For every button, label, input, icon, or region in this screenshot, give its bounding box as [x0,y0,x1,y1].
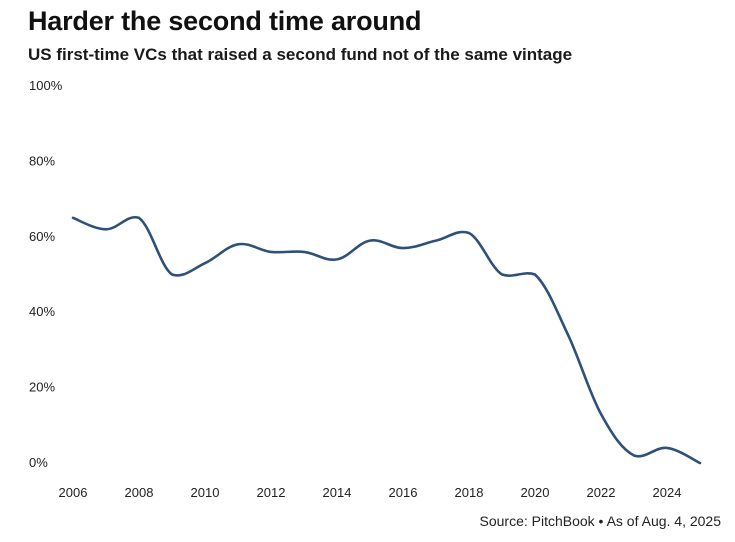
data-point [169,272,175,278]
data-point [103,226,109,232]
y-tick-label: 80% [29,153,55,168]
y-tick-label: 100% [29,78,63,93]
x-tick-label: 2010 [191,485,220,500]
data-point [466,230,472,236]
y-tick-label: 40% [29,304,55,319]
x-tick-label: 2012 [257,485,286,500]
data-point [532,272,538,278]
x-tick-label: 2006 [59,485,88,500]
y-tick-label: 20% [29,380,55,395]
x-tick-label: 2018 [455,485,484,500]
x-tick-label: 2020 [521,485,550,500]
data-point [70,215,76,221]
data-point [400,245,406,251]
data-point [235,241,241,247]
data-point [499,272,505,278]
y-tick-label: 0% [29,455,48,470]
data-point [334,256,340,262]
data-point [631,453,637,459]
chart-source: Source: PitchBook • As of Aug. 4, 2025 [479,513,722,529]
data-point [136,215,142,221]
data-point [202,260,208,266]
data-point [565,332,571,338]
chart-subtitle: US first-time VCs that raised a second f… [28,45,573,64]
series-group [70,215,703,466]
data-point [697,460,703,466]
x-tick-label: 2022 [587,485,616,500]
x-tick-label: 2008 [125,485,154,500]
data-point [367,238,373,244]
chart-title: Harder the second time around [28,6,422,36]
data-point [301,249,307,255]
x-tick-label: 2024 [653,485,682,500]
data-point [664,445,670,451]
data-point [268,249,274,255]
data-point [598,411,604,417]
series-line [71,215,702,465]
x-tick-label: 2014 [323,485,352,500]
y-axis-ticks: 0% 20% 40% 60% 80% 100% [29,78,63,470]
data-point [433,238,439,244]
y-tick-label: 60% [29,229,55,244]
x-tick-label: 2016 [389,485,418,500]
x-axis-ticks: 2006 2008 2010 2012 2014 2016 2018 2020 2022 2024 [59,485,682,500]
